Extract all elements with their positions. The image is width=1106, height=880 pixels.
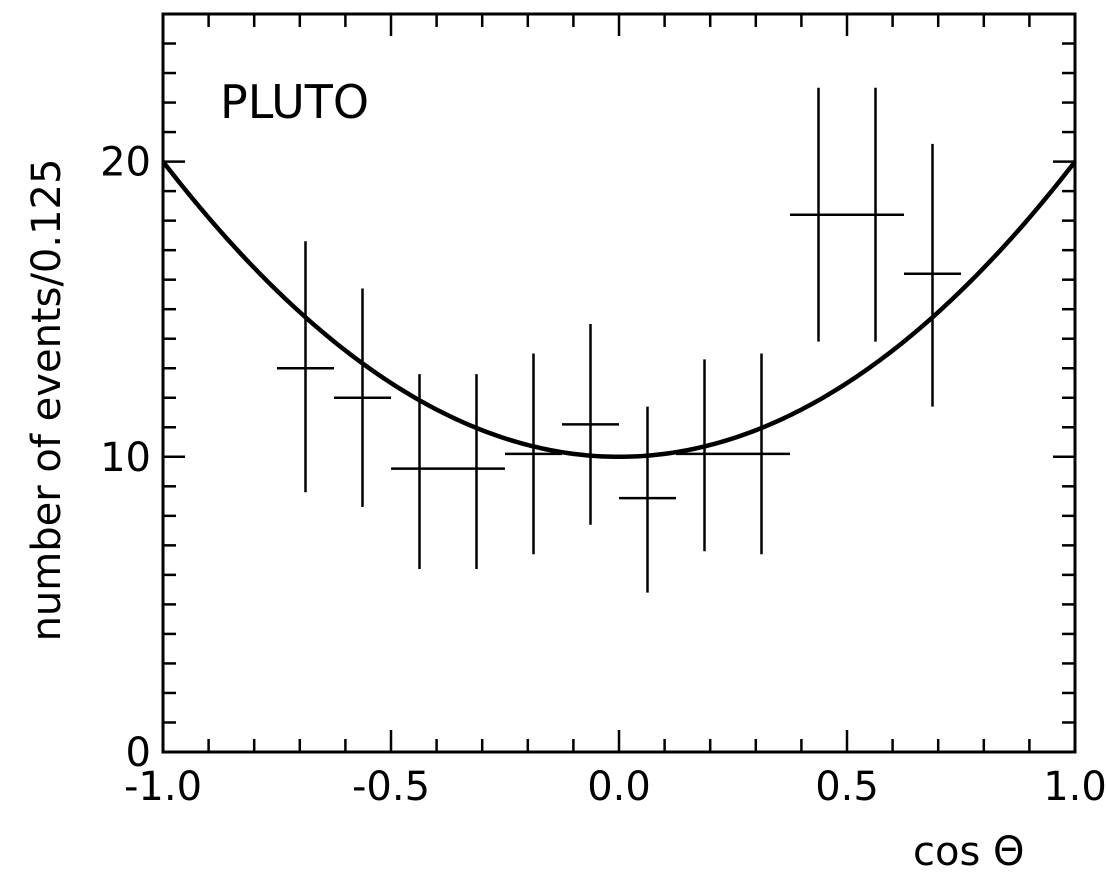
data-point bbox=[790, 88, 847, 342]
x-tick-label: 0.5 bbox=[815, 764, 879, 810]
data-point bbox=[505, 353, 562, 554]
data-point bbox=[562, 324, 619, 525]
y-tick-label: 10 bbox=[100, 435, 151, 481]
data-point bbox=[448, 374, 505, 569]
data-point bbox=[277, 241, 334, 492]
fit-curve bbox=[163, 162, 1075, 457]
x-axis-title: cos Θ bbox=[913, 829, 1025, 875]
data-point bbox=[334, 289, 391, 507]
x-tick-label: -0.5 bbox=[352, 764, 430, 810]
data-point bbox=[391, 374, 448, 569]
data-point bbox=[619, 407, 676, 593]
data-point bbox=[676, 359, 733, 551]
x-tick-label: 1.0 bbox=[1043, 764, 1106, 810]
y-axis-title: number of events/0.125 bbox=[24, 159, 70, 642]
data-point bbox=[904, 144, 961, 407]
data-point bbox=[847, 88, 904, 342]
data-point bbox=[733, 353, 790, 554]
y-tick-label: 0 bbox=[126, 730, 151, 776]
y-tick-label: 20 bbox=[100, 140, 151, 186]
annotation-text: PLUTO bbox=[220, 75, 369, 129]
x-tick-label: 0.0 bbox=[587, 764, 651, 810]
